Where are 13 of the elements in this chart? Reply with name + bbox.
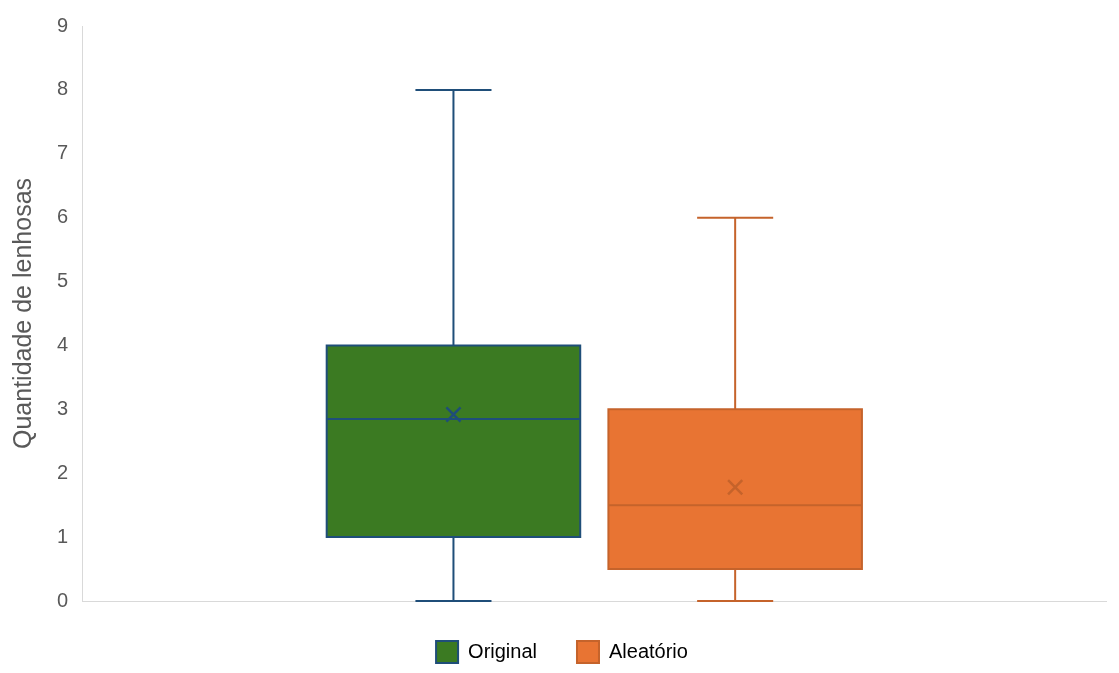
- y-tick-label: 5: [57, 269, 69, 292]
- legend-label: Aleatório: [608, 639, 688, 662]
- y-tick-label: 4: [57, 332, 69, 355]
- legend-label: Original: [468, 639, 537, 662]
- y-tick-label: 0: [57, 588, 69, 611]
- y-tick-label: 7: [57, 141, 69, 164]
- y-tick-label: 3: [57, 396, 69, 419]
- y-tick-label: 8: [57, 77, 69, 100]
- y-tick-label: 6: [57, 205, 69, 228]
- y-tick-label: 9: [57, 13, 69, 36]
- y-tick-label: 2: [57, 460, 69, 483]
- y-tick-label: 1: [57, 524, 69, 547]
- y-axis-title: Quantidade de lenhosas: [7, 177, 36, 450]
